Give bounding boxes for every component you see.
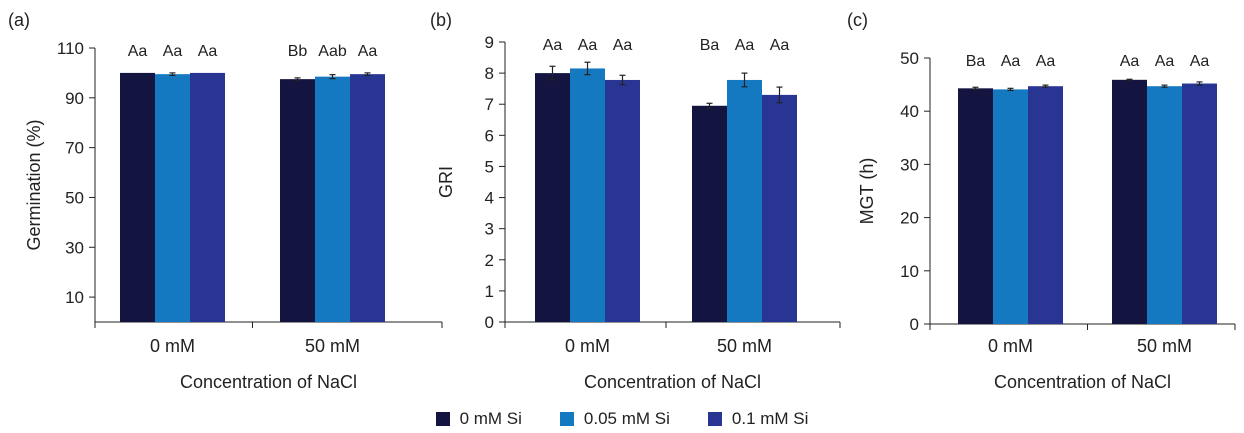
- y-tick-label: 4: [485, 189, 494, 208]
- y-tick-label: 50: [900, 49, 919, 68]
- bar: [350, 74, 385, 323]
- bar: [280, 79, 315, 323]
- bar: [570, 68, 605, 322]
- x-tick-label: 50 mM: [305, 336, 360, 356]
- significance-label: Aa: [1120, 53, 1140, 70]
- bar: [155, 74, 190, 323]
- y-tick-label: 9: [485, 33, 494, 52]
- y-tick-label: 110: [57, 39, 84, 58]
- significance-label: Ba: [966, 53, 986, 70]
- y-tick-label: 8: [485, 64, 494, 83]
- significance-label: Aa: [358, 43, 378, 60]
- y-tick-label: 0: [485, 313, 494, 332]
- legend-item-0: 0 mM Si: [435, 409, 522, 429]
- panel-c: (c) 0 10 20 30 40 50 Ba Aa Aa 0 mM Aa Aa Aa 50 mM Conce…: [847, 10, 1236, 392]
- x-tick-label: 0 mM: [988, 336, 1033, 356]
- legend-item-1: 0.05 mM Si: [559, 409, 670, 429]
- y-tick-label: 30: [65, 238, 84, 257]
- bar: [1182, 83, 1217, 324]
- x-axis-title: Concentration of NaCl: [584, 372, 761, 392]
- significance-label: Aa: [543, 37, 563, 54]
- legend-label-0: 0 mM Si: [459, 409, 522, 428]
- y-axis-title: MGT (h): [857, 158, 877, 225]
- y-tick-label: 2: [485, 251, 494, 270]
- y-tick-label: 70: [65, 139, 84, 158]
- y-tick-label: 1: [485, 282, 494, 301]
- significance-label: Ba: [700, 37, 720, 54]
- bar: [605, 79, 640, 322]
- bar: [120, 72, 155, 322]
- y-tick-label: 5: [485, 157, 494, 176]
- x-tick-label: 0 mM: [150, 336, 195, 356]
- y-axis-title: Germination (%): [24, 119, 44, 250]
- legend: 0 mM Si 0.05 mM Si 0.1 mM Si: [0, 406, 1244, 432]
- x-tick-label: 50 mM: [1137, 336, 1192, 356]
- significance-label: Aa: [198, 43, 218, 60]
- significance-label: Aa: [163, 43, 183, 60]
- significance-label: Bb: [288, 43, 308, 60]
- y-tick-label: 6: [485, 126, 494, 145]
- legend-item-2: 0.1 mM Si: [707, 409, 809, 429]
- y-tick-label: 40: [900, 102, 919, 121]
- significance-label: Aa: [770, 37, 790, 54]
- significance-label: Aa: [578, 37, 598, 54]
- significance-label: Aa: [1036, 53, 1056, 70]
- bar: [535, 73, 570, 322]
- significance-label: Aa: [1155, 53, 1175, 70]
- bar: [727, 79, 762, 322]
- legend-label-1: 0.05 mM Si: [583, 409, 670, 428]
- y-tick-label: 50: [65, 188, 84, 207]
- legend-swatch-0: [435, 412, 450, 426]
- legend-swatch-1: [559, 412, 574, 426]
- panel-a: (a) 10 30 50 70 90 110 Aa Aa Aa 0 mM Bb Aab Aa 50 mM Co…: [8, 10, 443, 392]
- legend-swatch-2: [707, 412, 722, 426]
- y-tick-label: 0: [910, 315, 919, 334]
- bar: [692, 105, 727, 323]
- x-tick-label: 50 mM: [717, 336, 772, 356]
- significance-label: Aa: [735, 37, 755, 54]
- significance-label: Aa: [613, 37, 633, 54]
- bar: [315, 76, 350, 323]
- significance-label: Aa: [128, 43, 148, 60]
- bar: [958, 88, 993, 324]
- y-axis-title: GRI: [436, 166, 456, 198]
- bar: [1028, 86, 1063, 324]
- y-tick-label: 3: [485, 220, 494, 239]
- panel-label: (c): [847, 10, 868, 30]
- bar: [1147, 86, 1182, 324]
- y-tick-label: 20: [900, 209, 919, 228]
- bar: [762, 94, 797, 322]
- bar: [993, 89, 1028, 324]
- significance-label: Aab: [318, 43, 347, 60]
- significance-label: Aa: [1190, 53, 1210, 70]
- panel-label: (b): [430, 10, 452, 30]
- x-axis-title: Concentration of NaCl: [994, 372, 1171, 392]
- panel-b: (b) 0 1 2 3 4 5 6 7 8 9 Aa Aa Aa 0 mM Ba Aa Aa 50 mM Concen…: [430, 10, 841, 392]
- y-tick-label: 30: [900, 155, 919, 174]
- y-tick-label: 7: [485, 95, 494, 114]
- y-tick-label: 10: [900, 262, 919, 281]
- panel-label: (a): [8, 10, 30, 30]
- legend-label-2: 0.1 mM Si: [731, 409, 809, 428]
- bar: [190, 72, 225, 322]
- significance-label: Aa: [1001, 53, 1021, 70]
- y-tick-label: 10: [65, 288, 84, 307]
- x-axis-title: Concentration of NaCl: [180, 372, 357, 392]
- bar: [1112, 79, 1147, 324]
- y-tick-label: 90: [65, 89, 84, 108]
- x-tick-label: 0 mM: [565, 336, 610, 356]
